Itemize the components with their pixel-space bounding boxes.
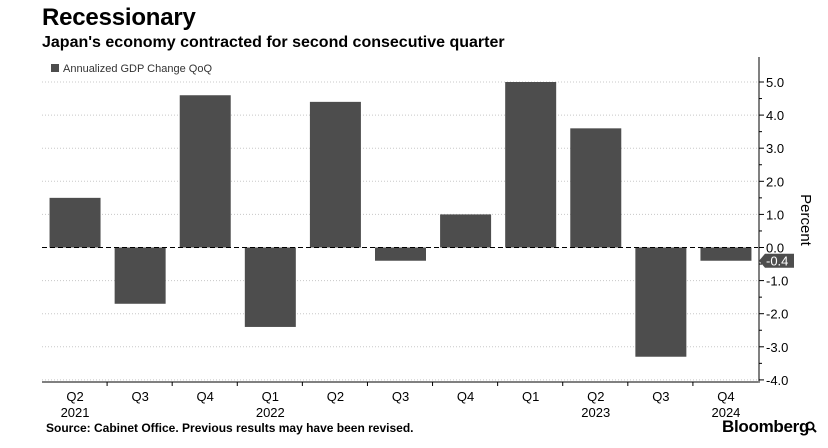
bar <box>570 128 622 248</box>
bar <box>49 197 101 248</box>
chart-title: Recessionary <box>42 4 196 31</box>
y-tick-label: -4.0 <box>766 373 788 388</box>
gridlines <box>42 81 758 381</box>
bloomberg-logo: Bloomberg <box>722 417 810 436</box>
bar <box>635 247 687 357</box>
bar <box>440 214 492 248</box>
bar <box>700 247 752 261</box>
chart-subtitle: Japan's economy contracted for second co… <box>42 34 505 51</box>
y-tick-label: -2.0 <box>766 307 788 322</box>
y-tick-label: 1.0 <box>766 207 784 222</box>
x-tick-label: Q2 <box>66 389 83 404</box>
bar <box>309 101 361 248</box>
legend-label: Annualized GDP Change QoQ <box>63 63 212 75</box>
x-tick-label: Q3 <box>392 389 409 404</box>
last-value-callout: -0.4 <box>759 254 794 269</box>
source-note: Source: Cabinet Office. Previous results… <box>46 421 414 435</box>
y-tick-label: -3.0 <box>766 340 788 355</box>
x-tick-label: Q1 <box>522 389 539 404</box>
y-tick-label: -1.0 <box>766 274 788 289</box>
x-tick-label: Q2 <box>587 389 604 404</box>
bar <box>505 82 557 248</box>
callout-shape <box>759 253 794 268</box>
x-tick-label: Q1 <box>262 389 279 404</box>
y-tick-label: 3.0 <box>766 141 784 156</box>
bar <box>179 95 231 248</box>
x-year-label: 2024 <box>711 405 740 420</box>
y-axis: 5.0 4.0 3.0 2.0 1.0 0.0 -1.0 -2.0 -3.0 -4.0 -0.4 <box>758 57 794 388</box>
x-tick-label: Q4 <box>197 389 214 404</box>
x-year-label: 2023 <box>581 405 610 420</box>
x-tick-label: Q2 <box>327 389 344 404</box>
bar <box>114 247 166 304</box>
callout-label: -0.4 <box>766 254 788 269</box>
magnifier-icon <box>805 421 817 433</box>
legend-swatch <box>51 64 59 72</box>
y-tick-label: 0.0 <box>766 241 784 256</box>
bar <box>375 247 426 261</box>
x-tick-label: Q3 <box>652 389 669 404</box>
bar <box>244 247 296 327</box>
bars <box>42 82 758 357</box>
x-tick-label: Q3 <box>131 389 148 404</box>
legend: Annualized GDP Change QoQ <box>51 63 212 75</box>
y-tick-label: 5.0 <box>766 75 784 90</box>
x-year-label: 2021 <box>61 405 90 420</box>
y-tick-label: 4.0 <box>766 108 784 123</box>
x-year-label: 2022 <box>256 405 285 420</box>
x-tick-label: Q4 <box>457 389 474 404</box>
y-tick-label: 2.0 <box>766 174 784 189</box>
x-tick-label: Q4 <box>717 389 734 404</box>
y-axis-title: Percent <box>797 194 814 247</box>
